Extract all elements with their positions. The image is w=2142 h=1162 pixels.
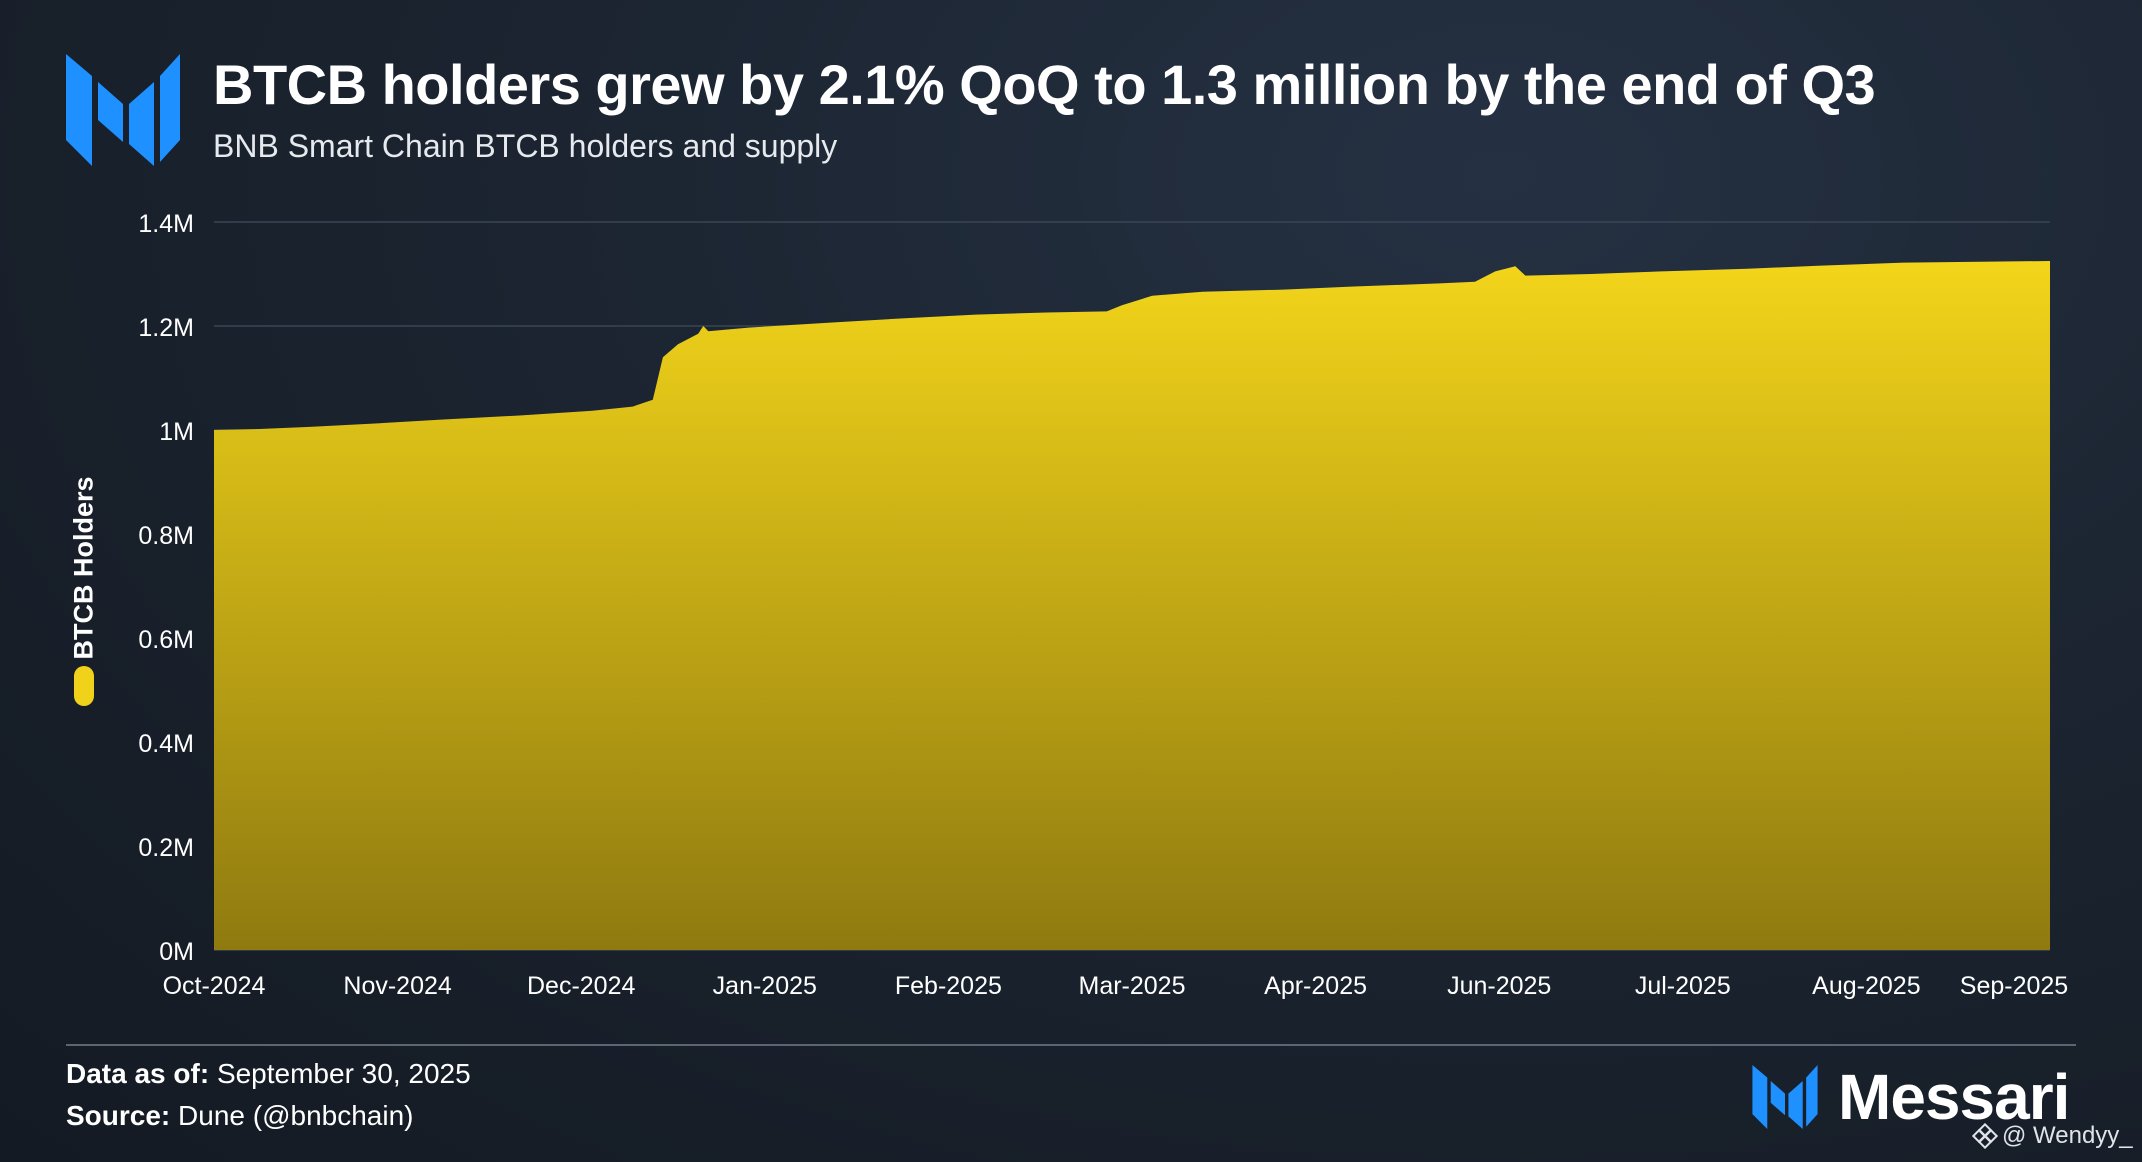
x-tick-label: Feb-2025 (895, 972, 1002, 1000)
source-value: Dune (@bnbchain) (178, 1100, 414, 1131)
brand: Messari (1752, 1061, 2070, 1133)
source-label: Source: (66, 1100, 171, 1131)
brand-wordmark: Messari (1838, 1061, 2070, 1133)
y-tick-label: 0.6M (138, 626, 194, 654)
x-tick-label: Jan-2025 (713, 972, 817, 1000)
x-tick-label: Jun-2025 (1447, 972, 1551, 1000)
y-tick-label: 1.4M (138, 210, 194, 238)
y-axis-title: BTCB Holders (68, 476, 99, 660)
x-tick-label: Nov-2024 (343, 972, 451, 1000)
source: Source: Dune (@bnbchain) (66, 1100, 413, 1132)
legend-swatch (74, 666, 94, 706)
messari-logo-icon (66, 54, 180, 166)
messari-logo-icon (1752, 1065, 1818, 1129)
y-tick-label: 1.2M (138, 314, 194, 342)
data-as-of-value: September 30, 2025 (216, 1058, 471, 1089)
x-tick-label: Aug-2025 (1812, 972, 1920, 1000)
x-tick-label: Oct-2024 (163, 972, 266, 1000)
watermark-text: @ Wendyy_ (2002, 1122, 2133, 1149)
y-tick-label: 0.8M (138, 522, 194, 550)
x-tick-label: Mar-2025 (1079, 972, 1186, 1000)
footer-divider (66, 1044, 2076, 1046)
x-tick-label: Jul-2025 (1635, 972, 1731, 1000)
y-tick-label: 1M (159, 418, 194, 446)
y-tick-label: 0.2M (138, 834, 194, 862)
x-tick-label: Sep-2025 (1960, 972, 2068, 1000)
chart-subtitle: BNB Smart Chain BTCB holders and supply (213, 128, 838, 164)
chart-title: BTCB holders grew by 2.1% QoQ to 1.3 mil… (213, 53, 1876, 116)
y-tick-label: 0M (159, 938, 194, 966)
binance-diamond-icon (1972, 1123, 1998, 1149)
x-tick-label: Apr-2025 (1264, 972, 1367, 1000)
data-as-of-label: Data as of: (66, 1058, 210, 1089)
y-tick-label: 0.4M (138, 730, 194, 758)
data-as-of: Data as of: September 30, 2025 (66, 1058, 471, 1090)
watermark: @ Wendyy_ (1972, 1122, 2133, 1150)
series-area-btcb-holders (214, 261, 2050, 950)
x-tick-label: Dec-2024 (527, 972, 635, 1000)
